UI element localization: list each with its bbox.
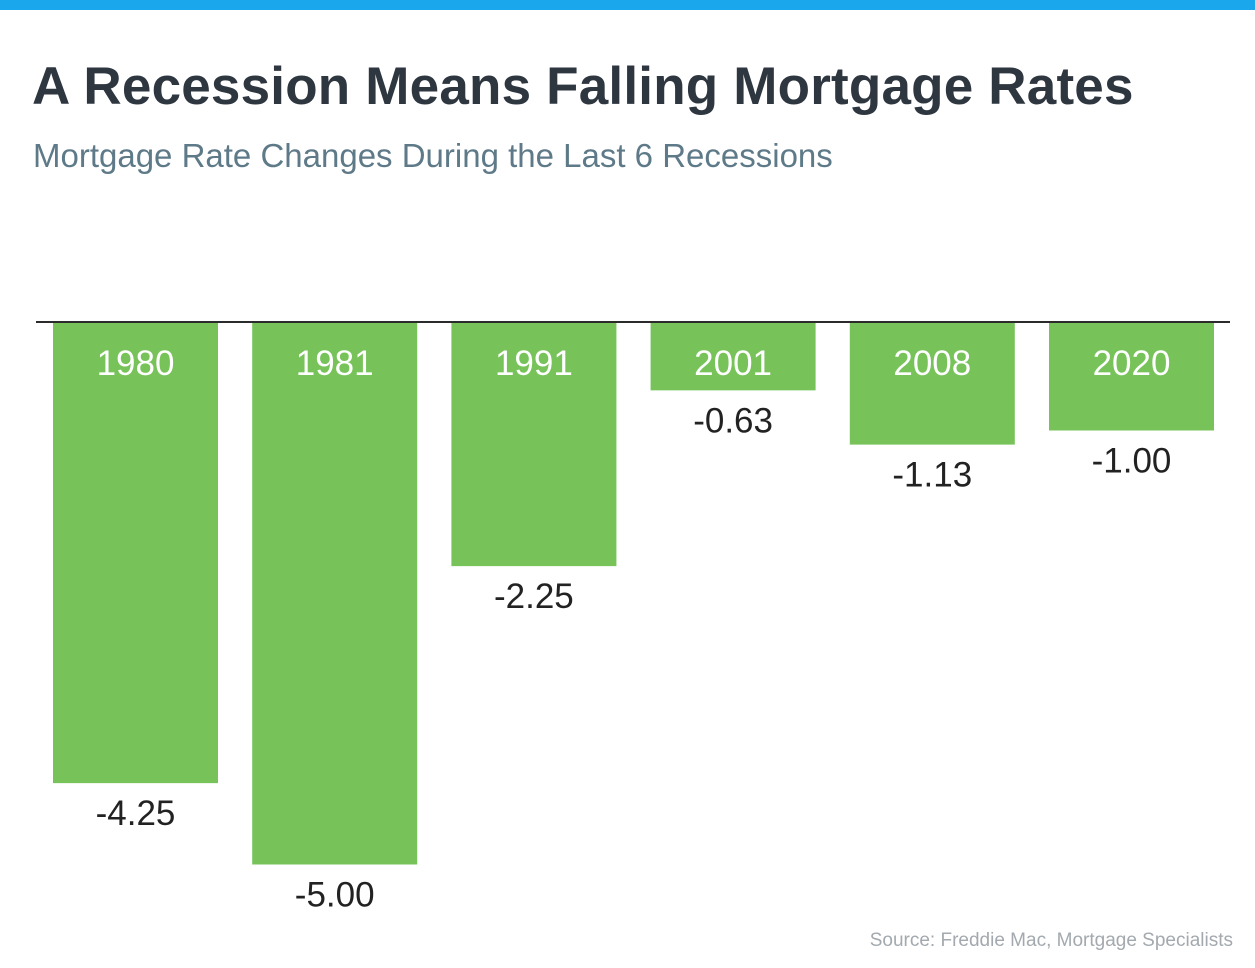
category-label-2020: 2020 — [1093, 344, 1171, 383]
value-label-1980: -4.25 — [96, 794, 176, 833]
bar-2001 — [650, 322, 816, 391]
value-label-2001: -0.63 — [693, 401, 773, 440]
source-note: Source: Freddie Mac, Mortgage Specialist… — [869, 930, 1233, 951]
chart-subtitle: Mortgage Rate Changes During the Last 6 … — [33, 137, 833, 174]
value-label-1981: -5.00 — [295, 876, 375, 915]
top-accent-bar — [0, 0, 1255, 10]
value-label-1991: -2.25 — [494, 577, 574, 616]
bar-2008 — [849, 322, 1015, 445]
category-label-1980: 1980 — [97, 344, 175, 383]
value-label-2008: -1.13 — [892, 456, 972, 495]
bar-1980 — [53, 322, 218, 784]
bar-1981 — [252, 322, 418, 865]
category-label-2001: 2001 — [694, 344, 772, 383]
bar-1991 — [451, 322, 617, 567]
chart-title: A Recession Means Falling Mortgage Rates — [32, 57, 1134, 116]
category-label-2008: 2008 — [893, 344, 971, 383]
value-label-2020: -1.00 — [1092, 442, 1172, 481]
category-label-1991: 1991 — [495, 344, 573, 383]
category-label-1981: 1981 — [296, 344, 374, 383]
bar-2020 — [1049, 322, 1214, 431]
